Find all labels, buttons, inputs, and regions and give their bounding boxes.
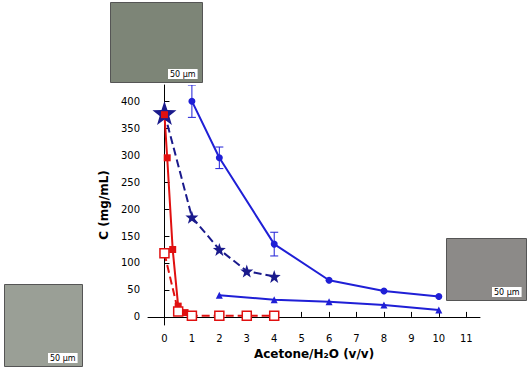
svg-text:50 µm: 50 µm [50, 354, 76, 363]
svg-text:400: 400 [121, 96, 140, 107]
svg-text:C (mg/mL): C (mg/mL) [97, 170, 111, 240]
svg-text:4: 4 [271, 333, 277, 344]
svg-text:11: 11 [460, 333, 473, 344]
svg-text:1: 1 [189, 333, 195, 344]
svg-text:50: 50 [127, 284, 140, 295]
svg-text:7: 7 [353, 333, 359, 344]
svg-text:2: 2 [216, 333, 222, 344]
svg-text:350: 350 [121, 123, 140, 134]
svg-text:50 µm: 50 µm [494, 288, 520, 297]
svg-text:0: 0 [161, 333, 167, 344]
svg-text:50 µm: 50 µm [170, 70, 196, 79]
svg-text:150: 150 [121, 231, 140, 242]
svg-text:10: 10 [432, 333, 445, 344]
svg-text:8: 8 [381, 333, 387, 344]
svg-text:250: 250 [121, 177, 140, 188]
svg-text:6: 6 [326, 333, 332, 344]
svg-text:9: 9 [408, 333, 414, 344]
svg-text:5: 5 [298, 333, 304, 344]
svg-text:200: 200 [121, 204, 140, 215]
svg-text:300: 300 [121, 150, 140, 161]
svg-text:100: 100 [121, 257, 140, 268]
svg-text:Acetone/H₂O (v/v): Acetone/H₂O (v/v) [254, 347, 374, 361]
svg-text:3: 3 [244, 333, 250, 344]
svg-text:0: 0 [134, 311, 140, 322]
